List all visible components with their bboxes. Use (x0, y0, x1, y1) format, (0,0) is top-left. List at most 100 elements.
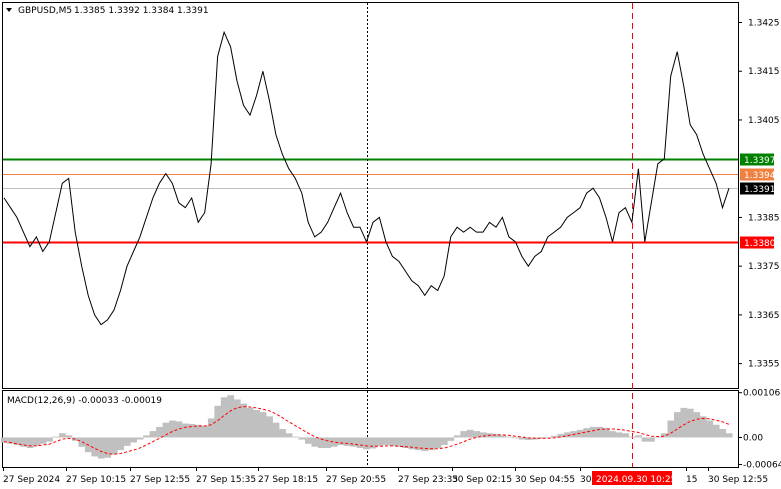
price-tick-label: 1.3405 (748, 116, 780, 126)
histogram-bar (460, 431, 468, 438)
histogram-bar (648, 437, 655, 442)
histogram-bar (557, 434, 565, 438)
histogram-bar (635, 435, 642, 438)
macd-label: MACD(12,26,9) -0.00033 -0.00019 (7, 396, 162, 406)
price-axis: 1.3425 1.3415 1.3405 1.3385 1.3375 1.3365 1.33… (738, 18, 780, 370)
histogram-bar (421, 437, 429, 451)
histogram-bar (169, 420, 176, 438)
time-tick-label: 30 Sep 04:55 (515, 475, 575, 485)
histogram-bar (324, 437, 332, 448)
histogram-bar (673, 412, 681, 438)
histogram-bar (188, 423, 196, 438)
histogram-bar (59, 433, 66, 438)
time-tick-label: 30 Sep 12:55 (708, 475, 768, 485)
level-label-red: 1.3380 (744, 239, 776, 249)
histogram-bar (246, 407, 254, 438)
histogram-bar (479, 432, 487, 438)
histogram-bar (499, 435, 506, 438)
histogram-bar (544, 437, 552, 438)
ohlc-values: 1.3385 1.3392 1.3384 1.3391 (74, 6, 209, 16)
histogram-bar (583, 428, 591, 438)
histogram-bar (207, 418, 215, 438)
histogram-bar (395, 437, 403, 447)
histogram-bar (266, 416, 273, 438)
time-tick-label: 27 Sep 10:15 (66, 475, 126, 485)
histogram-bar (130, 437, 138, 443)
histogram-bar (512, 437, 519, 439)
vertical-markers (367, 3, 633, 467)
histogram-bar (117, 437, 125, 451)
histogram-bar (376, 437, 383, 446)
histogram-bar (667, 420, 675, 438)
time-axis: 27 Sep 2024 27 Sep 10:15 27 Sep 12:55 27 Se… (3, 467, 768, 485)
time-tick-label: 27 Sep 20:55 (326, 475, 386, 485)
histogram-bar (104, 437, 112, 458)
signal-line (3, 406, 730, 455)
histogram-bar (434, 437, 442, 448)
histogram-bar (233, 399, 241, 438)
histogram-bar (680, 407, 688, 438)
histogram-bar (447, 437, 455, 441)
histogram-bar (654, 437, 662, 438)
histogram-bar (622, 433, 629, 438)
histogram-bar (440, 437, 448, 446)
price-levels (3, 158, 738, 244)
histogram-bar (427, 437, 435, 451)
histogram-bar (661, 433, 668, 438)
histogram-bar (602, 428, 610, 438)
histogram-bar (65, 435, 73, 438)
level-label-green: 1.3397 (744, 156, 776, 166)
time-tick-label: 27 Sep 23:35 (398, 475, 458, 485)
histogram-bar (285, 433, 293, 438)
price-tick-label: 1.3375 (748, 262, 780, 272)
histogram-bar (492, 434, 500, 438)
histogram-bar (525, 437, 532, 440)
price-series (3, 30, 730, 326)
histogram-bar (39, 437, 47, 444)
time-tick-label: 27 Sep 2024 (3, 475, 60, 485)
histogram-bar (97, 437, 105, 459)
histogram-bar (227, 395, 235, 438)
price-tick-label: 1.3425 (748, 18, 780, 28)
histogram-bar (725, 433, 733, 438)
histogram-bar (415, 437, 422, 451)
price-tick-label: 1.3385 (748, 213, 780, 223)
histogram-bar (33, 437, 40, 446)
price-tick-label: 1.3415 (748, 67, 780, 77)
time-tick-label: 27 Sep 12:55 (130, 475, 190, 485)
histogram-bar (473, 431, 481, 438)
time-highlight-label: 2024.09.30 10:25 (596, 475, 676, 485)
time-tick-label: 15 (686, 475, 697, 485)
histogram-bar (220, 397, 228, 438)
histogram-bar (343, 437, 351, 446)
histogram-bar (136, 437, 144, 440)
histogram-bar (699, 416, 707, 438)
histogram-bar (505, 436, 513, 438)
level-label-orange: 1.3394 (744, 171, 776, 181)
time-tick-label: 27 Sep 18:15 (258, 475, 318, 485)
histogram-bar (596, 426, 604, 438)
histogram-bar (609, 431, 617, 438)
histogram-bar (589, 426, 597, 438)
histogram-bar (292, 436, 299, 438)
histogram-bar (305, 437, 312, 444)
price-tick-label: 1.3365 (748, 311, 780, 321)
histogram-bar (628, 436, 636, 438)
histogram-bar (350, 437, 358, 447)
level-label-current: 1.3391 (744, 185, 776, 195)
price-tick-label: 1.3355 (748, 360, 780, 370)
histogram-bar (194, 424, 202, 438)
histogram-bar (317, 437, 325, 448)
main-panel[interactable] (2, 2, 739, 389)
histogram-bar (408, 437, 416, 450)
histogram-bar (46, 437, 53, 442)
histogram-bar (253, 410, 260, 438)
dropdown-triangle-icon[interactable] (6, 8, 12, 12)
histogram-bar (363, 437, 371, 450)
macd-tick-label: 0.00106 (743, 389, 780, 399)
histogram-bar (214, 405, 222, 438)
histogram-bar (175, 421, 183, 438)
macd-panel[interactable] (2, 390, 739, 468)
histogram-bar (91, 437, 99, 457)
